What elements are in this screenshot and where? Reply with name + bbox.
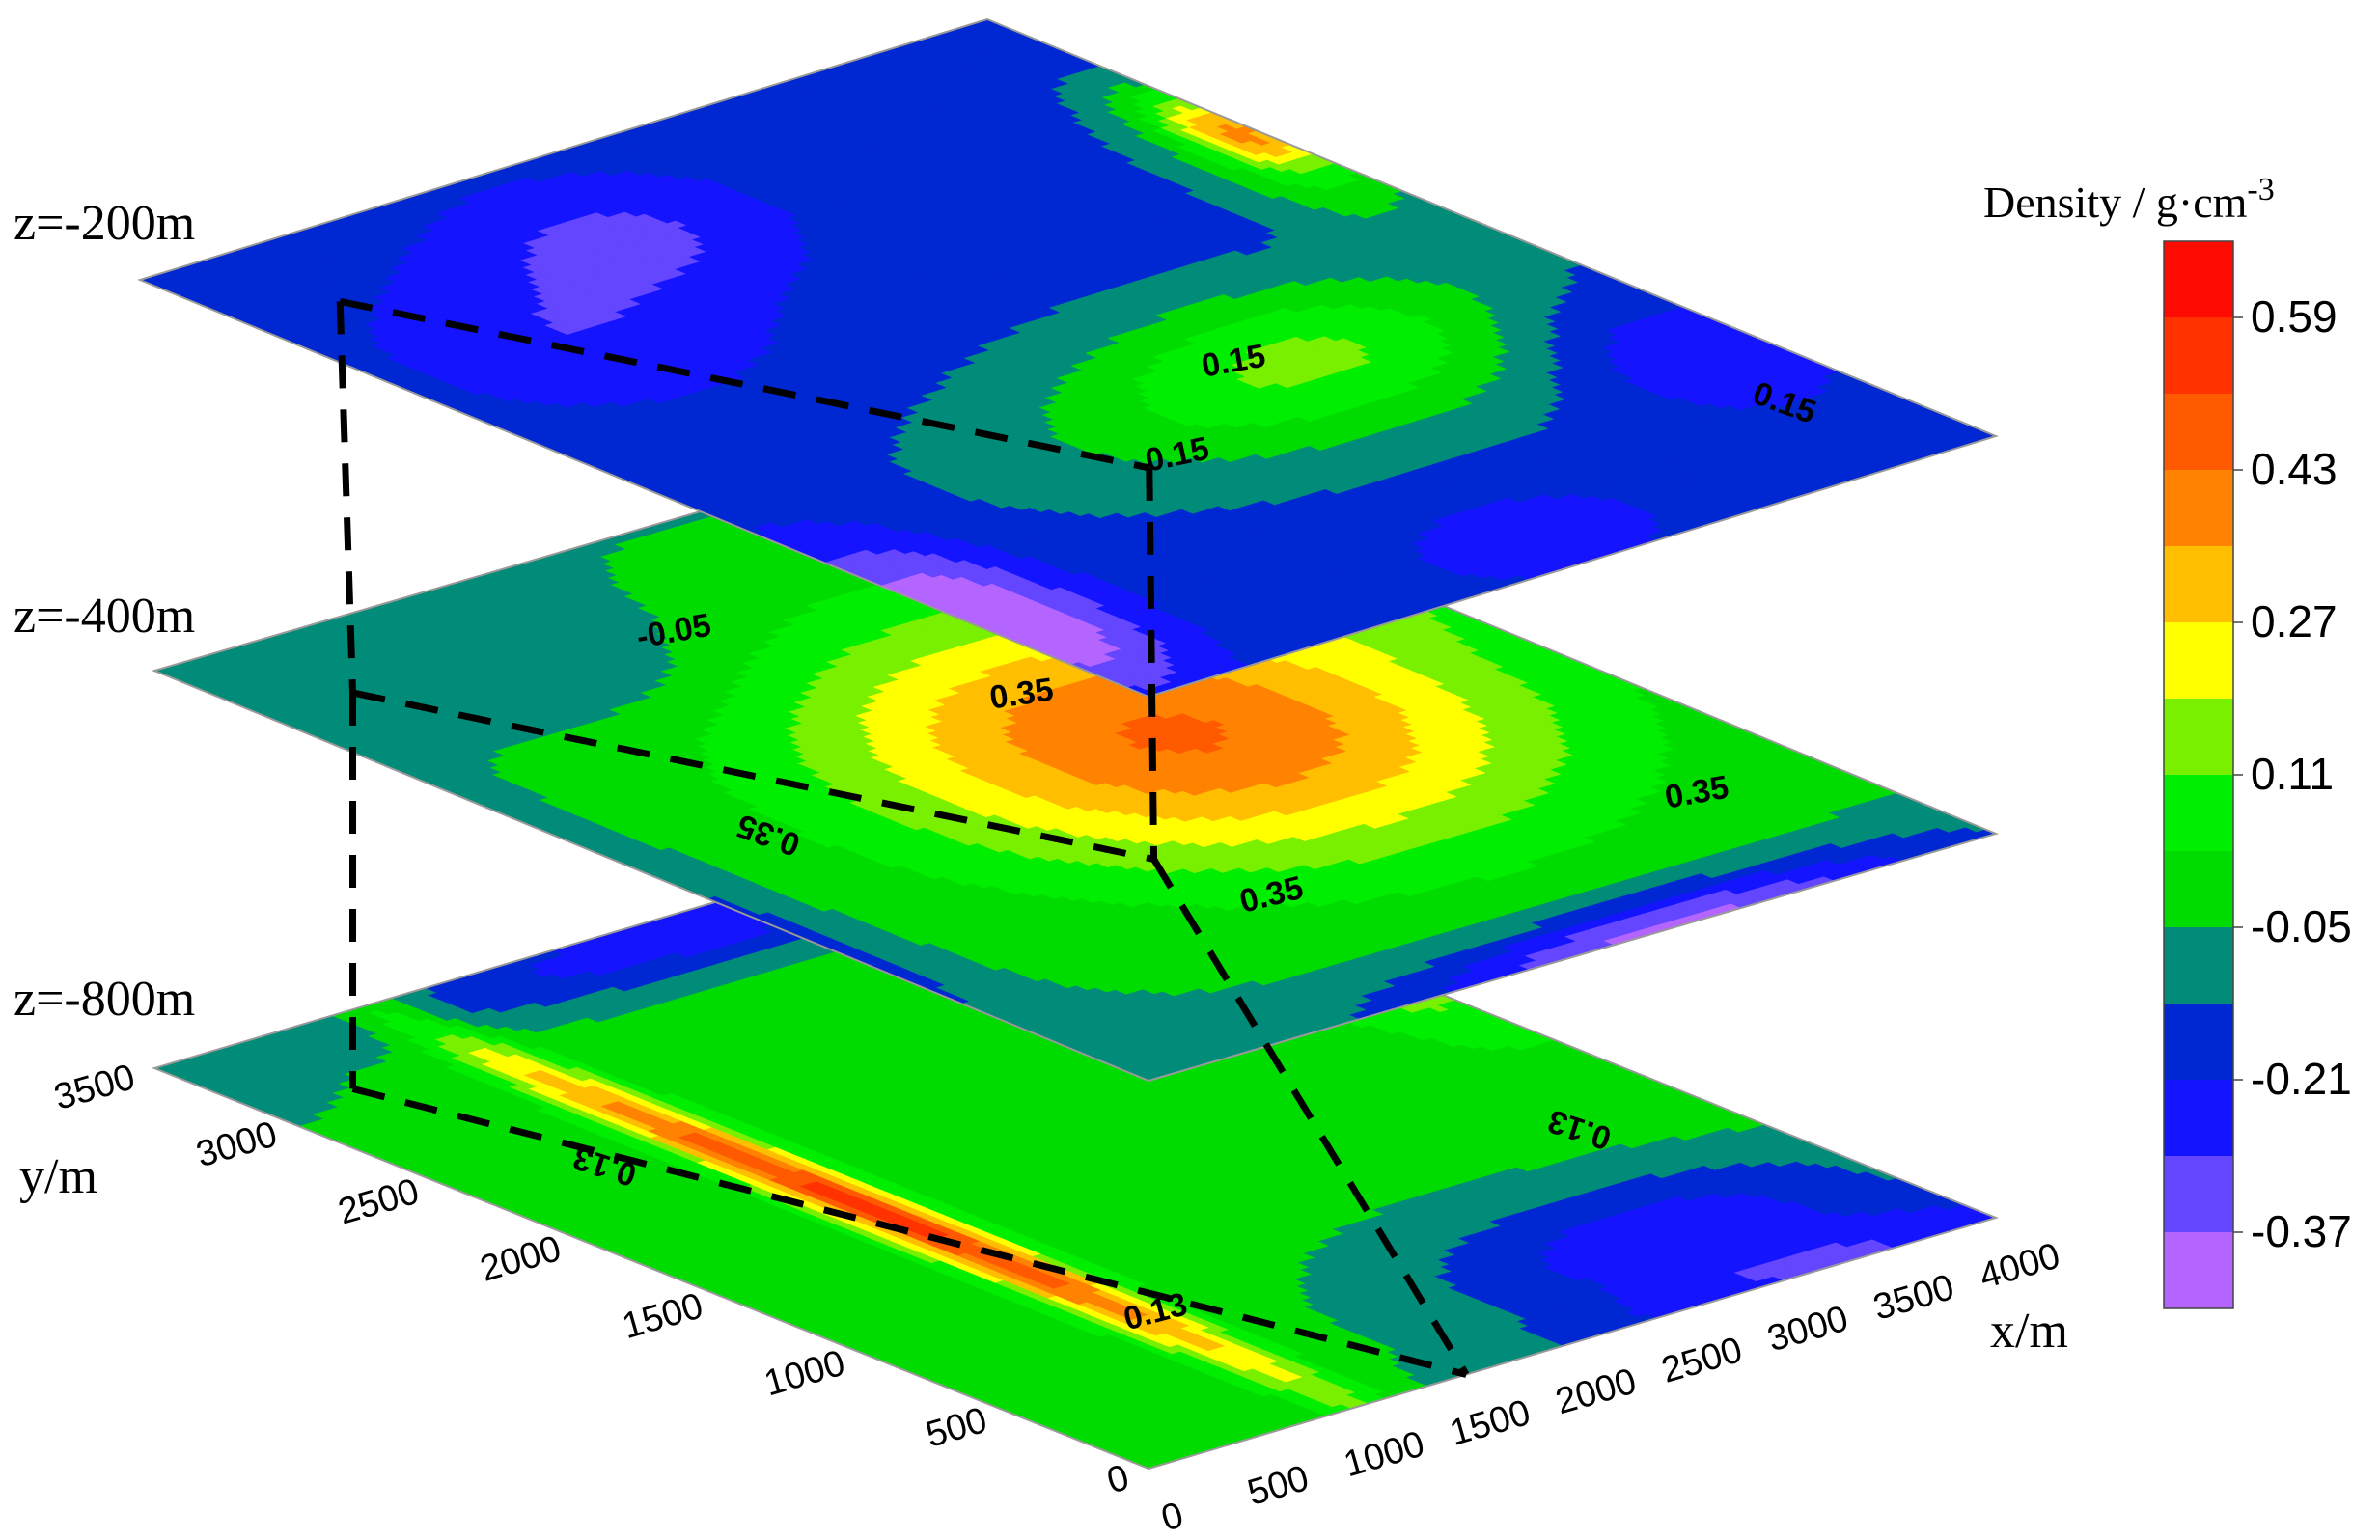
density-slice-chart: z=-800m0.130.130.13 z=-400m -0.050.350.35… — [14, 17, 2352, 1540]
